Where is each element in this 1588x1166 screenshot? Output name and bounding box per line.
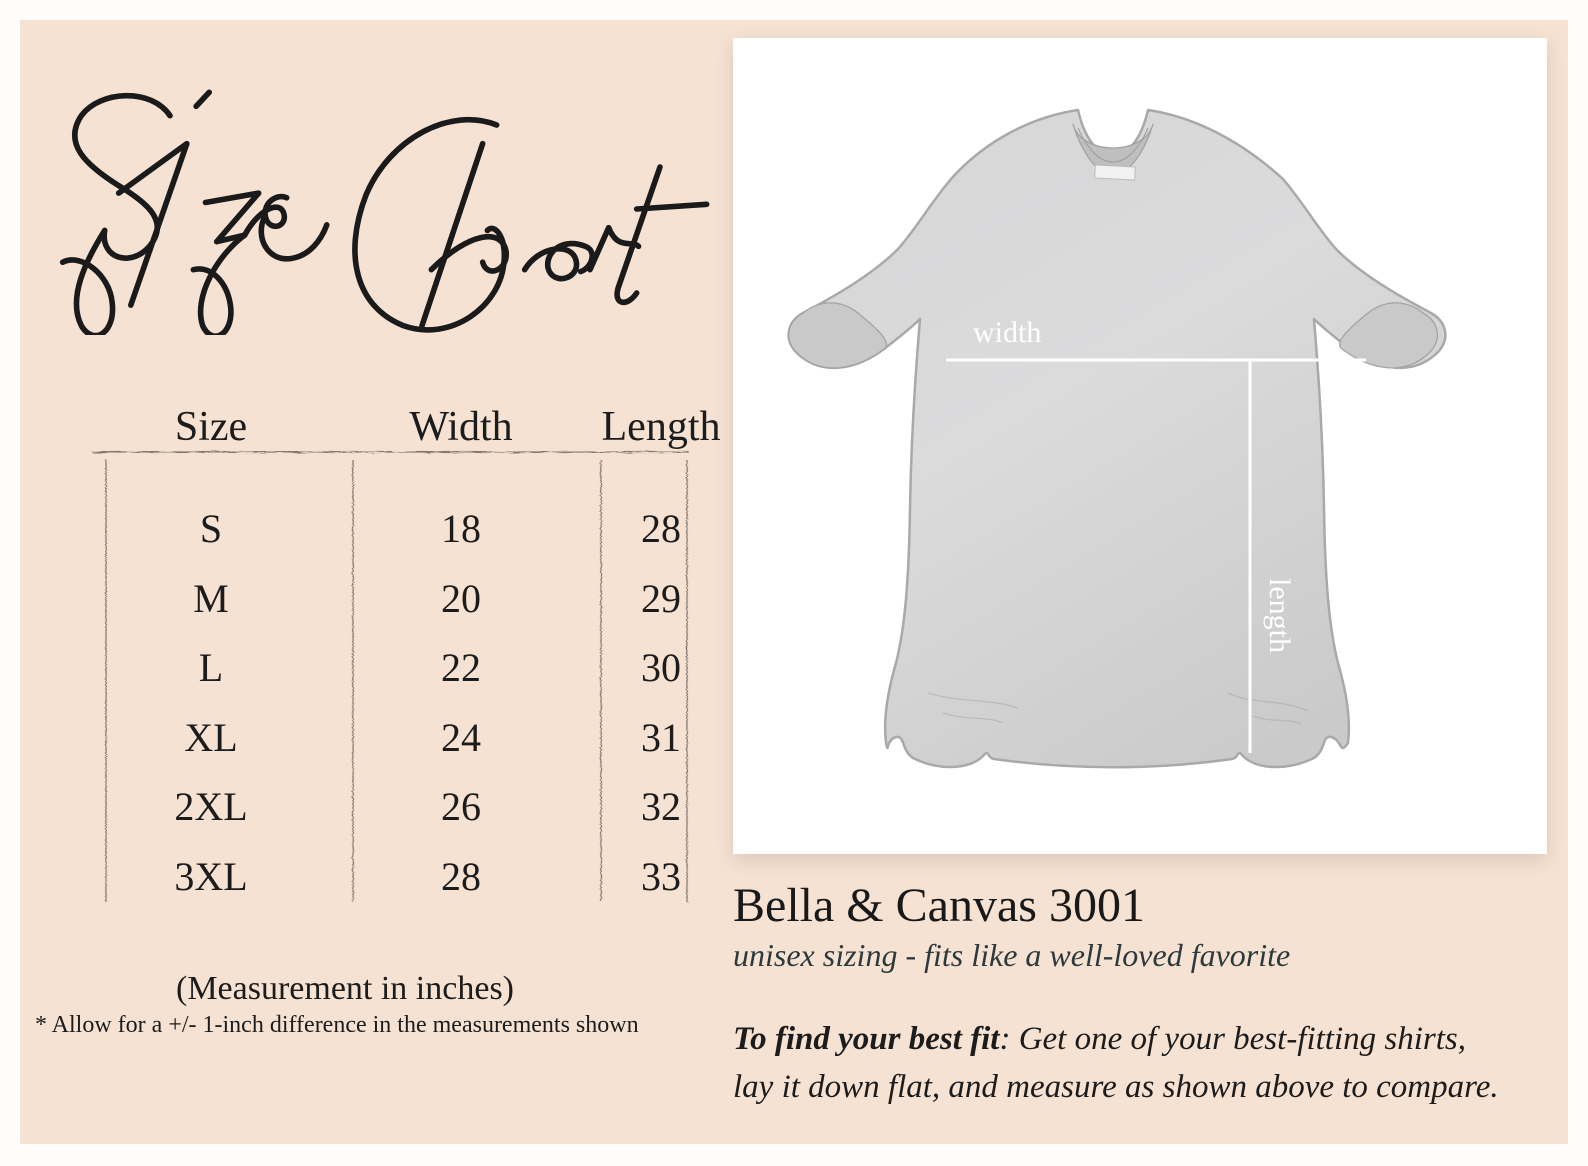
svg-text:width: width: [973, 316, 1041, 349]
svg-text:length: length: [1263, 578, 1296, 653]
